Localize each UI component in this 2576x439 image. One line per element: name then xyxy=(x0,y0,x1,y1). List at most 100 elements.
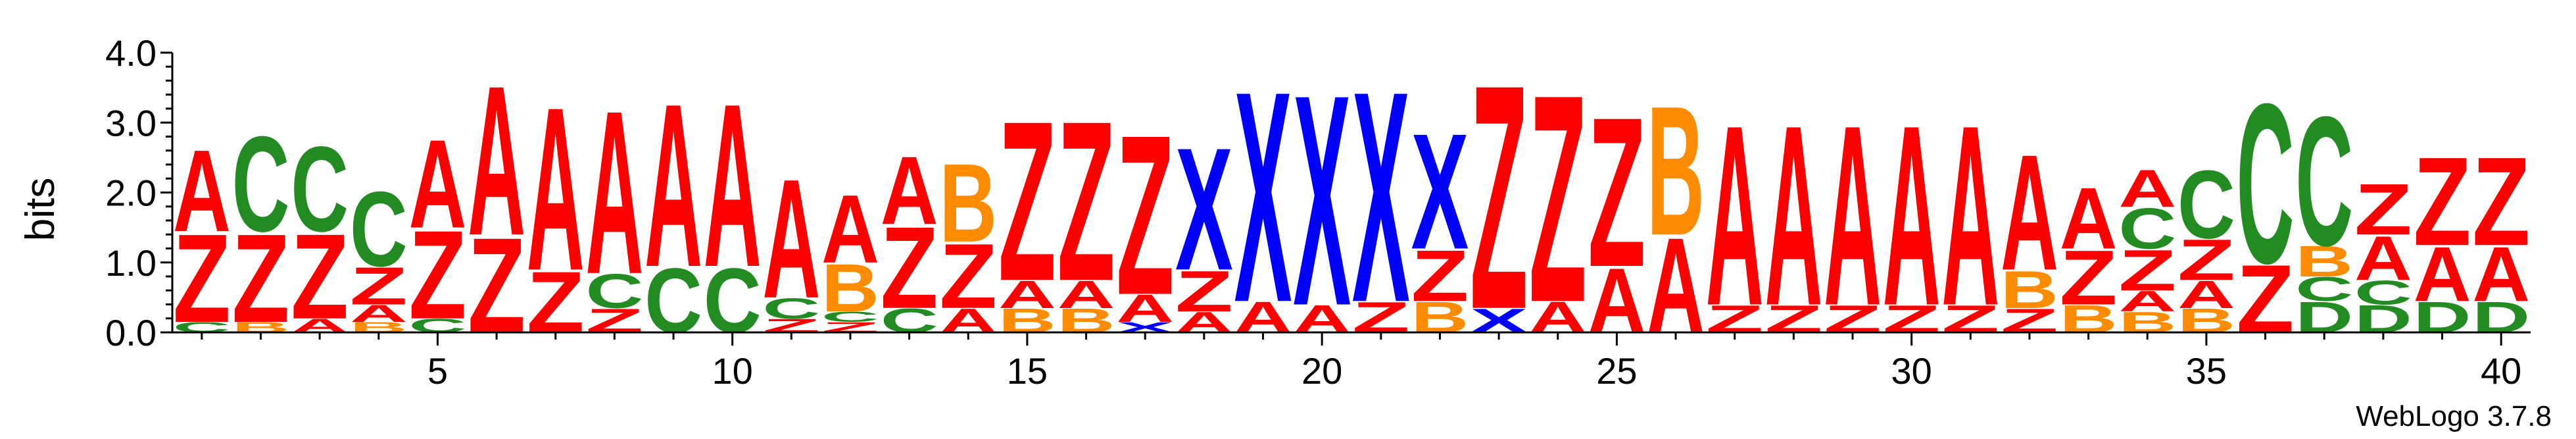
logo-column: XZ xyxy=(1470,18,1528,376)
x-tick-label: 5 xyxy=(427,350,448,392)
x-tick-label: 10 xyxy=(712,350,753,392)
x-tick-label: 40 xyxy=(2481,350,2521,392)
logo-letter-a: A xyxy=(2414,231,2471,318)
logo-letter-z: Z xyxy=(1175,259,1233,324)
logo-letter-z: Z xyxy=(2060,234,2118,321)
logo-column: ZC xyxy=(2237,57,2295,353)
logo-letter-z: Z xyxy=(881,203,938,334)
logo-letter-z: Z xyxy=(998,74,1056,329)
logo-column: ZA xyxy=(1824,72,1882,359)
logo-letter-c: C xyxy=(585,265,643,319)
y-tick-label: 4.0 xyxy=(105,32,157,74)
logo-letter-a: A xyxy=(2354,223,2412,294)
logo-letter-z: Z xyxy=(1411,236,1469,317)
logo-letter-c: C xyxy=(2237,57,2295,311)
logo-column: BAZ xyxy=(1057,74,1115,340)
logo-column: BZC xyxy=(232,108,290,348)
logo-column: ZA xyxy=(1706,72,1764,359)
logo-column: CA xyxy=(704,55,762,352)
logo-column: ZA xyxy=(527,59,585,351)
logo-column: AZC xyxy=(291,122,349,345)
logo-letter-a: A xyxy=(821,175,879,284)
logo-letter-z: Z xyxy=(2354,169,2412,250)
logo-column: AX xyxy=(1293,32,1351,369)
logo-letter-a: A xyxy=(1941,72,1999,359)
logo-letter-a: A xyxy=(1824,72,1882,359)
logo-letter-b: B xyxy=(2001,259,2058,319)
logo-letter-c: C xyxy=(350,170,408,289)
x-tick-label: 15 xyxy=(1007,350,1048,392)
logo-letter-z: Z xyxy=(1588,74,1646,312)
logo-letter-c: C xyxy=(2354,274,2412,312)
logo-letter-z: Z xyxy=(2414,131,2471,272)
logo-letter-a: A xyxy=(762,143,820,334)
logo-letter-a: A xyxy=(1706,72,1764,359)
x-tick-label: 30 xyxy=(1891,350,1932,392)
y-tick-label: 3.0 xyxy=(105,102,157,143)
logo-letter-a: A xyxy=(881,136,938,245)
logo-letter-a: A xyxy=(1764,72,1822,359)
logo-letter-a: A xyxy=(644,55,702,316)
logo-letter-z: Z xyxy=(2118,238,2176,303)
logo-column: BZA xyxy=(2060,170,2118,341)
logo-letter-z: Z xyxy=(232,208,290,349)
logo-column: AZ xyxy=(1588,74,1646,352)
x-tick-label: 35 xyxy=(2186,350,2227,392)
logo-letter-b: B xyxy=(1647,67,1705,274)
logo-column: ZBA xyxy=(2001,120,2058,340)
logo-letter-z: Z xyxy=(2472,131,2530,272)
logo-letter-a: A xyxy=(173,126,231,256)
logo-letter-z: Z xyxy=(2177,228,2235,293)
logo-letter-c: C xyxy=(2295,78,2353,284)
logo-letter-x: X xyxy=(1411,100,1469,284)
logo-letter-c: C xyxy=(2118,196,2176,261)
logo-column: ZCA xyxy=(585,63,643,340)
logo-letter-a: A xyxy=(468,41,525,280)
logo-letter-a: A xyxy=(2472,231,2530,318)
logo-column: DAZ xyxy=(2472,131,2530,342)
logo-column: AZ xyxy=(1529,33,1587,363)
logo-letter-c: C xyxy=(2177,150,2235,259)
logo-letter-a: A xyxy=(2001,120,2058,305)
y-tick-label: 0.0 xyxy=(105,312,157,353)
logo-column: ZCA xyxy=(762,143,820,336)
logo-letter-z: Z xyxy=(291,209,349,345)
logo-column: CZA xyxy=(409,115,467,346)
logo-column: CA xyxy=(644,55,702,352)
logo-letter-a: A xyxy=(409,115,467,255)
logo-column: XAZ xyxy=(1116,88,1174,343)
logo-column: BAZ xyxy=(998,74,1056,340)
logo-letter-a: A xyxy=(1057,273,1115,317)
logo-column: ZX xyxy=(1352,29,1410,365)
logo-letter-b: B xyxy=(2295,237,2353,286)
logo-column: AX xyxy=(1234,29,1292,365)
logo-letter-c: C xyxy=(762,292,820,324)
y-axis-title: bits xyxy=(18,178,63,241)
logo-letter-x: X xyxy=(1352,29,1410,365)
logo-letter-a: A xyxy=(998,273,1056,317)
logo-letter-a: A xyxy=(2118,285,2176,317)
logo-letter-z: Z xyxy=(1116,88,1174,343)
logo-letter-z: Z xyxy=(350,256,408,316)
logo-letter-a: A xyxy=(350,300,408,327)
logo-column: AB xyxy=(1647,67,1705,361)
logo-column: ZA xyxy=(1941,72,1999,359)
logo-letter-z: Z xyxy=(1529,33,1587,363)
logo-column: BZX xyxy=(1411,100,1469,342)
logo-letter-z: Z xyxy=(1057,74,1115,329)
logo-letter-z: Z xyxy=(409,205,467,346)
logo-letter-b: B xyxy=(939,141,997,266)
logo-letter-a: A xyxy=(1116,287,1174,330)
logo-letter-z: Z xyxy=(939,224,997,328)
logo-letter-x: X xyxy=(1293,32,1351,369)
logo-letter-c: C xyxy=(2295,270,2353,308)
logo-column: DAZ xyxy=(2414,131,2471,342)
logo-letter-a: A xyxy=(2060,170,2118,267)
logo-letter-x: X xyxy=(1175,112,1233,307)
logo-letter-a: A xyxy=(527,59,585,320)
